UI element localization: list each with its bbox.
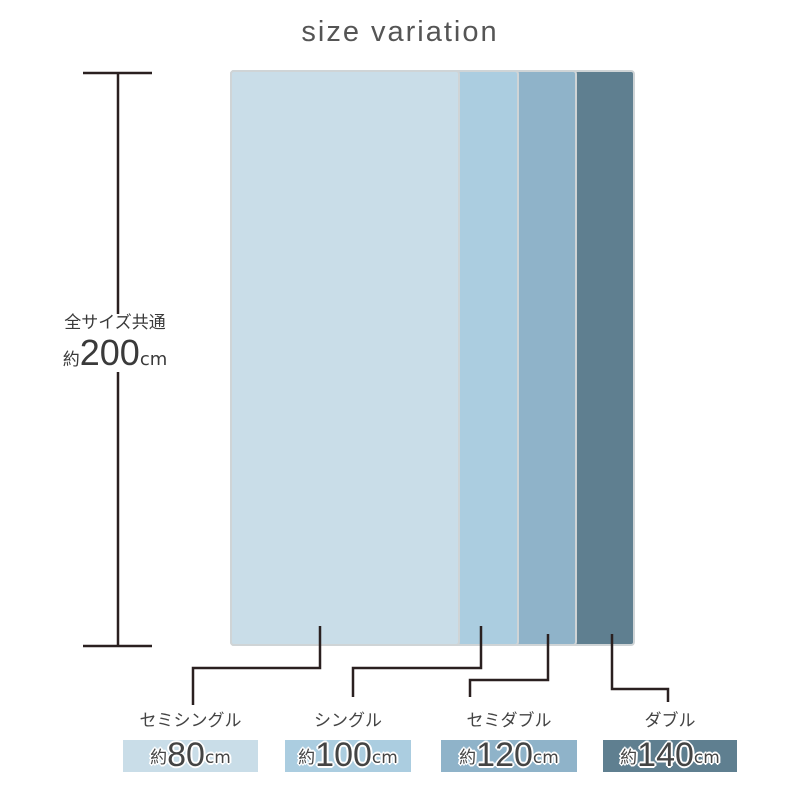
- size-block-semi-single: [230, 70, 460, 646]
- size-name: ダブル: [644, 711, 696, 731]
- size-single: シングル 約 100 cm: [285, 706, 411, 772]
- size-semi-single: セミシングル 約 80 cm: [123, 706, 258, 772]
- width-unit: cm: [371, 748, 398, 768]
- width-prefix: 約: [298, 748, 316, 768]
- width-unit: cm: [693, 748, 720, 768]
- size-name: セミシングル: [139, 711, 242, 731]
- title: size variation: [301, 16, 499, 48]
- width-badge: 約 140 cm: [603, 736, 737, 774]
- width-value: 80: [167, 736, 205, 774]
- leader-line-double: [610, 634, 670, 702]
- leader-line-single: [351, 626, 483, 697]
- width-prefix: 約: [150, 748, 168, 768]
- size-double: ダブル 約 140 cm: [603, 706, 737, 772]
- length-value: 200: [79, 331, 140, 373]
- width-unit: cm: [204, 748, 231, 768]
- length-label: 全サイズ共通 約200cm: [50, 313, 180, 373]
- leader-line-semi-single: [191, 626, 322, 705]
- size-name: セミダブル: [466, 711, 552, 731]
- length-prefix: 約: [62, 349, 80, 370]
- leader-line-semi-double: [468, 634, 550, 697]
- width-value: 100: [315, 736, 372, 774]
- width-value: 120: [476, 736, 533, 774]
- width-badge: 約 100 cm: [285, 736, 411, 774]
- width-value: 140: [637, 736, 694, 774]
- width-unit: cm: [532, 748, 559, 768]
- length-unit: cm: [139, 348, 168, 370]
- width-badge: 約 120 cm: [441, 736, 577, 774]
- width-prefix: 約: [459, 748, 477, 768]
- size-name: シングル: [314, 711, 382, 731]
- width-prefix: 約: [620, 748, 638, 768]
- size-semi-double: セミダブル 約 120 cm: [441, 706, 577, 772]
- length-caption: 全サイズ共通: [64, 313, 166, 333]
- leader-lines: [191, 626, 670, 705]
- width-badge: 約 80 cm: [123, 736, 258, 774]
